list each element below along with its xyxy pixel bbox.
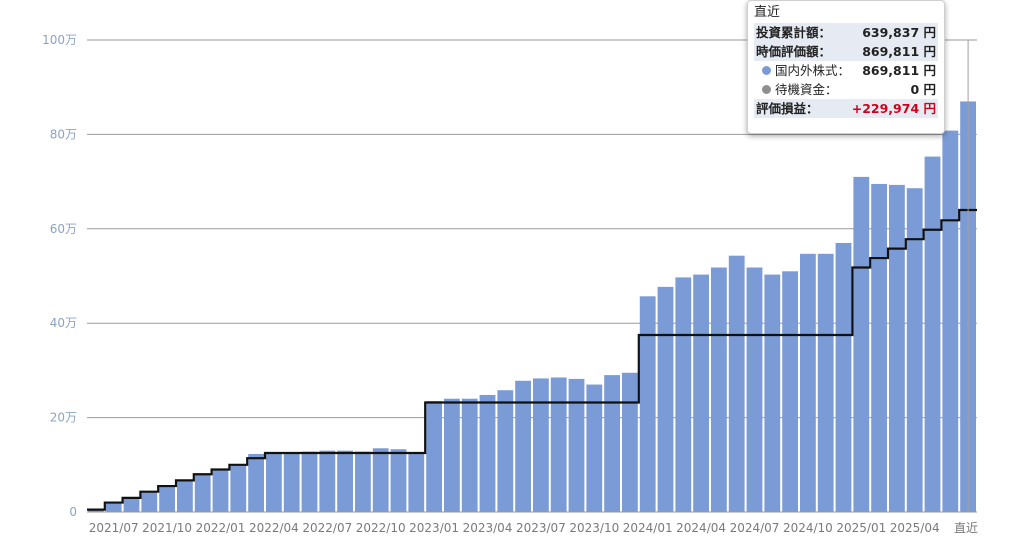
tooltip-value: 869,811 円 <box>862 44 936 59</box>
x-tick-label: 2023/07 <box>516 521 566 535</box>
bar <box>390 449 407 512</box>
y-tick-label: 80万 <box>50 127 77 141</box>
x-tick-label: 2023/10 <box>569 521 619 535</box>
x-tick-label: 2023/01 <box>409 521 459 535</box>
bar <box>194 474 211 512</box>
bar <box>159 486 175 512</box>
step-line-series <box>87 208 977 511</box>
tooltip-row-market: 時価評価額： 869,811 円 <box>754 42 938 61</box>
x-tick-label: 2022/07 <box>302 521 352 535</box>
bar <box>212 469 229 512</box>
bar <box>301 451 318 512</box>
bar <box>746 267 763 512</box>
tooltip-row-gain: 評価損益： +229,974 円 <box>754 99 938 118</box>
x-tick-label: 2021/07 <box>89 521 139 535</box>
tooltip-label: 時価評価額： <box>756 44 832 59</box>
bar <box>693 274 709 512</box>
tooltip-label: 評価損益： <box>756 101 819 116</box>
y-tick-label: 60万 <box>50 222 77 236</box>
x-tick-label: 2024/04 <box>676 521 726 535</box>
tooltip-value: 639,837 円 <box>862 25 936 40</box>
tooltip: 直近 投資累計額： 639,837 円 時価評価額： 869,811 円 国内外… <box>747 0 945 134</box>
bar <box>283 453 300 512</box>
bar <box>675 277 692 512</box>
bar <box>800 253 816 513</box>
bar <box>141 491 158 512</box>
x-tick-label: 2021/10 <box>142 521 192 535</box>
bar <box>889 184 905 513</box>
bar <box>515 380 531 512</box>
y-axis-ticks: 0 20万 40万 60万 80万 100万 <box>42 33 77 519</box>
x-tick-label: 2024/10 <box>783 521 833 535</box>
x-tick-label: 2024/07 <box>730 521 780 535</box>
bar <box>479 394 496 512</box>
bar <box>88 509 104 512</box>
bar <box>817 253 834 513</box>
x-tick-label: 2022/10 <box>356 521 406 535</box>
bar <box>586 384 603 512</box>
bar-series <box>88 101 976 513</box>
bar <box>372 448 389 512</box>
y-tick-label: 0 <box>69 505 77 519</box>
tooltip-value: 869,811 円 <box>862 63 936 78</box>
gray-dot-icon <box>762 85 771 94</box>
bar <box>550 377 567 512</box>
bar <box>764 274 781 512</box>
bar <box>657 286 674 512</box>
bar <box>711 267 727 512</box>
x-tick-label: 2025/04 <box>890 521 940 535</box>
bar <box>461 398 478 512</box>
tooltip-row-cumulative: 投資累計額： 639,837 円 <box>754 23 938 42</box>
tooltip-row-stocks: 国内外株式： 869,811 円 <box>754 61 938 80</box>
y-tick-label: 40万 <box>50 316 77 330</box>
bar <box>533 378 549 512</box>
x-tick-label: 直近 <box>954 521 978 535</box>
bar <box>568 378 585 512</box>
bar <box>248 453 264 512</box>
bar <box>871 183 887 512</box>
bar <box>924 156 941 513</box>
bar <box>408 452 425 512</box>
tooltip-label: 投資累計額： <box>756 25 832 40</box>
bar <box>728 255 745 513</box>
bar <box>337 450 353 512</box>
x-tick-label: 2023/04 <box>463 521 513 535</box>
x-tick-label: 2025/01 <box>836 521 886 535</box>
bar <box>604 375 620 512</box>
bar <box>942 130 959 512</box>
bar <box>497 390 514 512</box>
bar <box>835 242 852 512</box>
tooltip-label: 国内外株式： <box>775 63 851 78</box>
bar <box>622 372 638 512</box>
x-tick-label: 2022/04 <box>249 521 299 535</box>
bar <box>230 464 247 512</box>
bar <box>906 188 923 512</box>
bar <box>426 401 442 512</box>
y-tick-label: 20万 <box>50 411 77 425</box>
bar <box>123 497 140 512</box>
tooltip-label: 待機資金： <box>775 82 838 97</box>
bar <box>177 480 193 512</box>
bar <box>782 271 798 512</box>
x-axis-ticks: 2021/07 2021/10 2022/01 2022/04 2022/07 2022/… <box>89 521 978 535</box>
x-tick-label: 2022/01 <box>196 521 246 535</box>
tooltip-value: +229,974 円 <box>851 101 936 116</box>
y-tick-label: 100万 <box>42 33 77 47</box>
tooltip-row-cash: 待機資金： 0 円 <box>754 80 938 99</box>
bar <box>105 502 122 512</box>
bar <box>355 451 371 512</box>
tooltip-title: 直近 <box>754 5 781 20</box>
bar <box>853 176 870 512</box>
tooltip-value: 0 円 <box>910 82 936 97</box>
bar <box>266 453 282 512</box>
cumulative-step-line <box>87 208 977 511</box>
bar <box>639 296 656 512</box>
bar <box>444 398 460 512</box>
bar <box>319 450 336 512</box>
blue-dot-icon <box>762 66 771 75</box>
x-tick-label: 2024/01 <box>623 521 673 535</box>
